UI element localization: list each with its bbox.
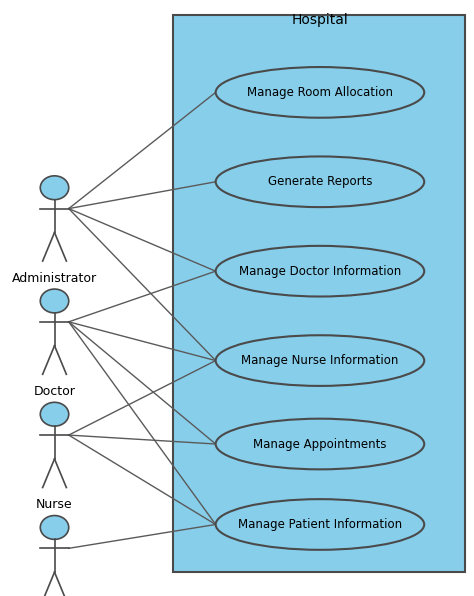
- Text: Manage Appointments: Manage Appointments: [253, 437, 387, 451]
- Text: Manage Nurse Information: Manage Nurse Information: [241, 354, 399, 367]
- Ellipse shape: [216, 157, 424, 207]
- Ellipse shape: [216, 418, 424, 470]
- Text: Hospital: Hospital: [292, 13, 348, 27]
- Text: Manage Room Allocation: Manage Room Allocation: [247, 86, 393, 99]
- Text: Manage Doctor Information: Manage Doctor Information: [239, 265, 401, 278]
- Text: Nurse: Nurse: [36, 498, 73, 511]
- FancyBboxPatch shape: [173, 15, 465, 572]
- Ellipse shape: [40, 176, 69, 200]
- Text: Doctor: Doctor: [34, 385, 75, 398]
- Ellipse shape: [216, 246, 424, 296]
- Ellipse shape: [216, 335, 424, 386]
- Ellipse shape: [40, 516, 69, 539]
- Text: Administrator: Administrator: [12, 272, 97, 285]
- Text: Generate Reports: Generate Reports: [268, 175, 372, 188]
- Text: Manage Patient Information: Manage Patient Information: [238, 518, 402, 531]
- Ellipse shape: [216, 67, 424, 118]
- Ellipse shape: [216, 499, 424, 550]
- Ellipse shape: [40, 289, 69, 313]
- Ellipse shape: [40, 402, 69, 426]
